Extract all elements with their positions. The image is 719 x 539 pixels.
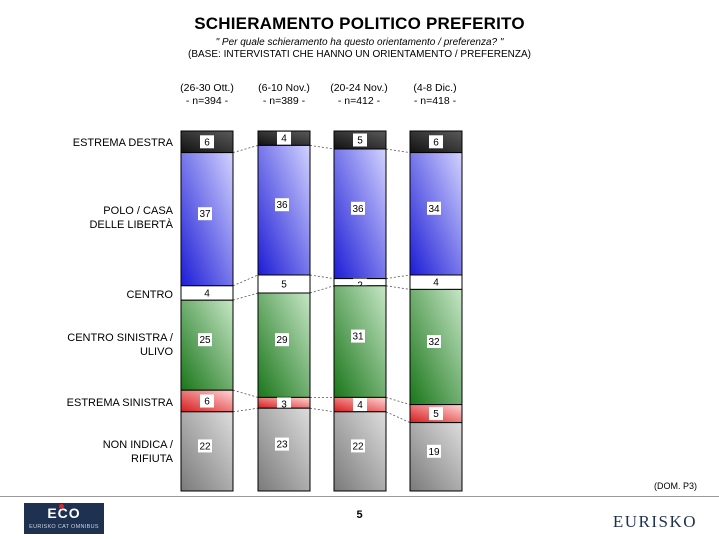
survey-question: " Per quale schieramento ha questo orien… [215,37,504,48]
connector-line [232,389,259,398]
data-label-box [353,133,367,147]
data-label-box [351,329,365,343]
bar-column: 6 34 4 32 5 19 [409,130,463,492]
survey-base: (BASE: INTERVISTATI CHE HANNO UN ORIENTA… [188,49,531,60]
category-label-centro-sinistra: CENTRO SINISTRA / ULIVO [67,332,173,358]
connector-line [309,285,335,294]
eco-logo: ECO EURISKO CAT OMNIBUS [24,503,104,534]
bar-column: 6 37 4 25 6 22 [180,130,234,492]
chart-title: SCHIERAMENTO POLITICO PREFERITO [194,14,525,33]
connector-line [309,407,335,413]
eurisko-logo: EURISKO [612,512,697,531]
data-label-box [275,437,289,451]
data-label: 32 [428,337,440,348]
data-label-box [351,439,365,453]
data-label-box [429,275,443,289]
data-label: 22 [352,441,364,452]
data-label: 6 [204,137,210,148]
data-label-box [427,201,441,215]
connector-line [385,285,411,290]
column-sample-size: - n=394 - [185,95,229,107]
connector-line [385,411,411,423]
data-label-box [275,198,289,212]
column-period: (4-8 Dic.) [413,82,457,94]
connector-line [385,397,411,405]
data-label-box [198,439,212,453]
source-code: (DOM. P3) [653,481,697,491]
data-label: 36 [276,200,288,211]
data-label: 19 [428,447,440,458]
data-label-box [200,135,214,149]
column-period: (26-30 Ott.) [180,82,234,94]
bar-segment [180,299,234,391]
column-header-2: (6-10 Nov.) - n=389 - [239,82,329,108]
connector-line [309,145,335,150]
page-number: 5 [356,509,363,521]
column-header-3: (20-24 Nov.) - n=412 - [314,82,404,108]
bar-column: 4 36 5 29 3 23 [257,130,311,492]
data-label-box [427,444,441,458]
connector-line [232,407,259,413]
data-label-box [200,286,214,300]
data-label: 4 [204,289,210,300]
column-period: (6-10 Nov.) [258,82,310,94]
connector-line [232,292,259,301]
connector-lines [232,145,411,423]
connector-line [385,274,411,279]
category-label-estrema-destra: ESTREMA DESTRA [72,137,173,149]
connector-line [232,274,259,287]
column-header-1: (26-30 Ott.) - n=394 - [162,82,252,108]
column-period: (20-24 Nov.) [330,82,388,94]
data-label: 23 [276,440,288,451]
footer-divider [0,496,719,497]
data-label-box [429,407,443,421]
data-label: 4 [281,134,287,145]
column-sample-size: - n=389 - [262,95,306,107]
data-label: 4 [357,400,363,411]
data-label-box [277,277,291,291]
data-label: 3 [281,399,287,410]
eco-logo-subtext: EURISKO CAT OMNIBUS [29,524,99,530]
category-label-non-indica: NON INDICA / RIFIUTA [102,439,173,465]
category-label-polo: POLO / CASA DELLE LIBERTÀ [89,205,173,231]
data-label: 22 [199,441,211,452]
data-label: 36 [352,204,364,215]
bars: 637425622436529323536231422634432519 [180,130,463,492]
category-label-centro: CENTRO [126,289,173,301]
data-label: 6 [204,397,210,408]
data-label: 6 [433,137,439,148]
data-label: 5 [357,136,363,147]
data-label: 29 [276,335,288,346]
connector-line [385,148,411,153]
data-label-box [277,131,291,145]
data-label: 5 [281,280,287,291]
data-label-box [351,201,365,215]
data-label-box [429,135,443,149]
bar-column: 536231422 [333,130,387,492]
data-label: 34 [428,204,440,215]
eco-logo-text: ECO [47,505,81,521]
eco-logo-dot [59,504,64,509]
connector-line [309,274,335,279]
data-label-box [427,335,441,348]
data-label: 31 [352,332,364,343]
data-label: 25 [199,335,211,346]
column-header-4: (4-8 Dic.) - n=418 - [390,82,480,108]
data-label-box [353,398,367,412]
category-label-estrema-sinistra: ESTREMA SINISTRA [66,397,173,409]
data-label: 5 [433,409,439,420]
data-label: 37 [199,209,211,220]
column-sample-size: - n=418 - [413,95,457,107]
data-label-box [277,397,291,411]
bar-segment [409,152,463,276]
data-label: 4 [433,278,439,289]
column-sample-size: - n=412 - [337,95,381,107]
connector-line [232,145,259,153]
data-label-box [198,333,212,347]
data-label-box [275,333,289,347]
data-label-box [198,207,212,221]
data-label-box [200,394,214,408]
